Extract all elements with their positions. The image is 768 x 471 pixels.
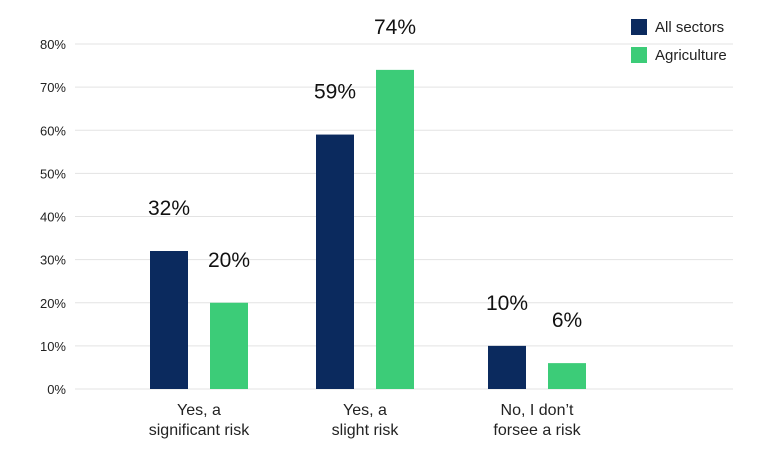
bar-agriculture xyxy=(548,363,586,389)
bar-agriculture xyxy=(376,69,414,389)
x-category-label: significant risk xyxy=(149,422,250,439)
y-tick-label: 60% xyxy=(40,123,66,138)
data-label: 10% xyxy=(486,292,528,315)
y-tick-label: 70% xyxy=(40,80,66,95)
data-label: 6% xyxy=(552,309,582,332)
x-category-label: slight risk xyxy=(332,422,400,439)
data-label: 74% xyxy=(374,16,416,39)
data-label: 59% xyxy=(314,81,356,104)
data-label: 32% xyxy=(148,197,190,220)
legend: All sectors Agriculture xyxy=(631,19,727,64)
bar-all-sectors xyxy=(150,251,188,389)
x-category-label: No, I don’t xyxy=(501,402,574,419)
y-axis-ticks: 0% 10% 20% 30% 40% 50% 60% 70% 80% xyxy=(40,37,66,397)
y-tick-label: 30% xyxy=(40,253,66,268)
y-tick-label: 80% xyxy=(40,37,66,52)
y-tick-label: 40% xyxy=(40,210,66,225)
legend-swatch xyxy=(631,19,647,35)
x-category-label: Yes, a xyxy=(343,402,387,419)
x-category-label: Yes, a xyxy=(177,402,221,419)
y-tick-label: 20% xyxy=(40,296,66,311)
data-label: 20% xyxy=(208,249,250,272)
legend-label: All sectors xyxy=(655,19,724,36)
x-category-label: forsee a risk xyxy=(493,422,581,439)
y-tick-label: 10% xyxy=(40,339,66,354)
y-tick-label: 50% xyxy=(40,166,66,181)
bars xyxy=(150,69,586,389)
bar-agriculture xyxy=(210,302,248,389)
x-axis-categories: Yes, a significant risk Yes, a slight risk N… xyxy=(149,402,582,439)
legend-label: Agriculture xyxy=(655,47,727,64)
data-labels: 32% 59% 10% 20% 74% 6% xyxy=(148,16,582,332)
bar-all-sectors xyxy=(316,134,354,389)
y-tick-label: 0% xyxy=(47,382,66,397)
legend-swatch xyxy=(631,47,647,63)
bar-all-sectors xyxy=(488,345,526,389)
